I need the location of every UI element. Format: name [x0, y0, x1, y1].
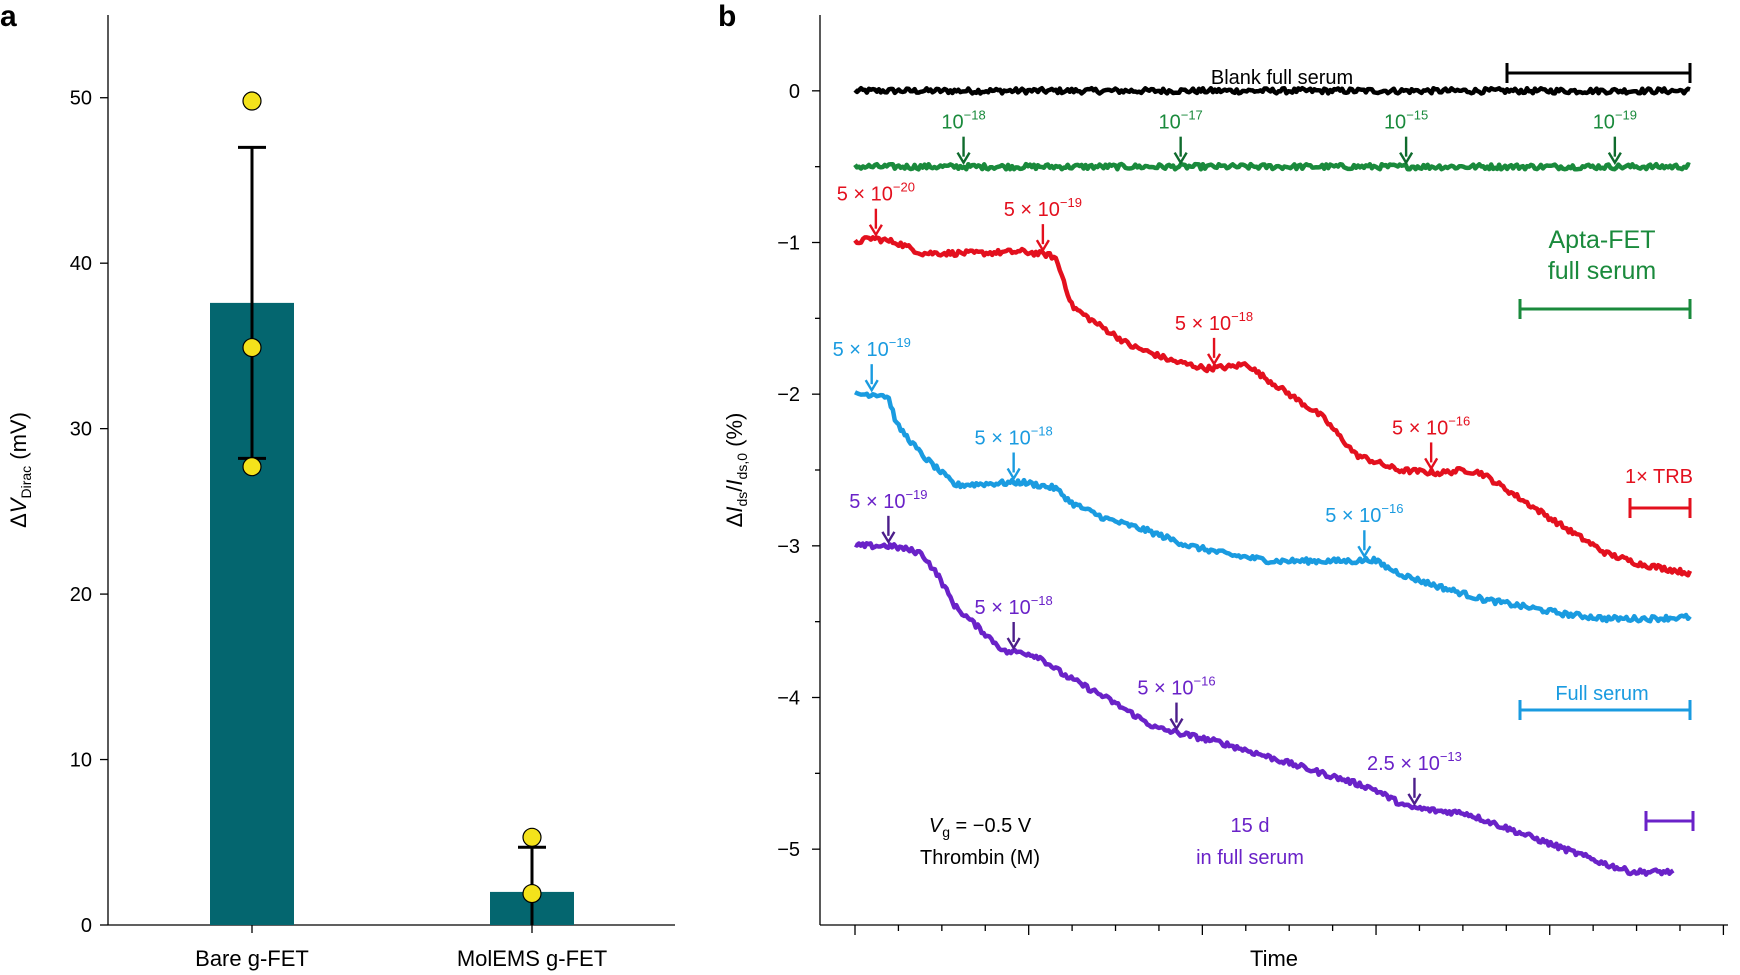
panel-a: a 0 10 20 30 40 50 Bare g-FET MolEMS g-FET ΔVD… [0, 0, 675, 971]
legend-full-serum: Full serum [1555, 683, 1648, 705]
data-point [242, 457, 262, 477]
panel-b-y-tick-label: −1 [777, 233, 800, 255]
data-point [522, 827, 542, 847]
annotation-label: 5 × 10−19 [1004, 195, 1082, 221]
series-line [853, 235, 1693, 578]
annotation-arrowhead [1407, 793, 1422, 807]
annotation-arrowhead [864, 379, 879, 393]
series-line [853, 390, 1692, 624]
panel-b-y-tick-label: −3 [777, 536, 800, 558]
annotation-label: 5 × 10−16 [1392, 413, 1470, 439]
legend-trb: 1× TRB [1625, 466, 1693, 488]
annotation-arrowhead [1035, 239, 1050, 253]
panel-a-points [242, 91, 542, 904]
legend-blank-full-serum: Blank full serum [1211, 67, 1353, 89]
annotation-arrowhead [1006, 637, 1021, 651]
panel-b-y-axis-label: ΔIds/Ids,0 (%) [722, 413, 750, 528]
panel-a-category-label: Bare g-FET [195, 946, 309, 971]
legend-15d-full-serum: in full serum [1196, 847, 1304, 869]
annotation-arrowhead [1169, 717, 1184, 731]
panel-a-y-ticks: 0 10 20 30 40 50 [70, 88, 108, 937]
annotation-label: 5 × 10−19 [849, 487, 927, 513]
annotation-label: 5 × 10−19 [833, 335, 911, 361]
panel-b: b 0 −1 −2 −3 −4 −5 10−18 10−17 10−15 10−19 5 × 10… [718, 0, 1728, 971]
annotation-arrowhead [1207, 353, 1222, 367]
annotation-label: 5 × 10−16 [1137, 674, 1215, 700]
panel-b-label: b [718, 0, 736, 33]
annotation-arrowhead [868, 224, 883, 238]
annotation-label: 5 × 10−16 [1325, 501, 1403, 527]
panel-a-label: a [0, 0, 17, 33]
annotation-arrowhead [956, 152, 971, 165]
annotation-label: 10−17 [1158, 108, 1202, 134]
panel-a-y-tick-label: 30 [70, 419, 92, 441]
panel-a-category-labels: Bare g-FET MolEMS g-FET [195, 925, 607, 971]
panel-b-y-tick-label: 0 [789, 81, 800, 103]
annotation-label: 10−19 [1593, 108, 1637, 134]
series-line [853, 161, 1691, 172]
panel-b-annotations: 10−18 10−17 10−15 10−19 5 × 10−20 5 × 10−19 5 … [833, 108, 1637, 807]
panel-a-y-tick-label: 10 [70, 750, 92, 772]
data-point [242, 337, 262, 358]
annotation-label: 5 × 10−18 [975, 424, 1053, 450]
annotation-arrowhead [1607, 152, 1622, 165]
panel-b-series [853, 85, 1693, 877]
annotation-arrowhead [1006, 467, 1021, 481]
condition-thrombin: Thrombin (M) [920, 847, 1040, 869]
panel-b-x-ticks [854, 925, 1725, 935]
annotation-arrowhead [1357, 545, 1372, 559]
annotation-arrowhead [1424, 457, 1439, 471]
annotation-label: 10−18 [941, 108, 985, 134]
legend-apta-fet: Apta-FET [1549, 226, 1656, 254]
panel-a-y-tick-label: 0 [81, 915, 92, 937]
annotation-arrowhead [1173, 152, 1188, 165]
legend-15d: 15 d [1231, 815, 1270, 837]
series-line [854, 541, 1675, 877]
annotation-arrowhead [1399, 152, 1414, 165]
panel-a-bars [210, 302, 574, 926]
panel-b-scale-bars [1505, 63, 1695, 831]
series-line [853, 85, 1691, 96]
panel-b-x-axis-label: Time [1250, 946, 1298, 971]
panel-b-y-ticks: 0 −1 −2 −3 −4 −5 [777, 81, 820, 861]
annotation-label: 5 × 10−20 [837, 180, 915, 206]
panel-a-y-tick-label: 40 [70, 253, 92, 275]
panel-a-y-axis-label: ΔVDirac (mV) [6, 412, 34, 528]
data-point [242, 91, 262, 111]
panel-a-y-tick-label: 50 [70, 88, 92, 110]
panel-b-y-tick-label: −4 [777, 688, 800, 710]
panel-a-category-label: MolEMS g-FET [457, 946, 607, 971]
panel-b-y-tick-label: −2 [777, 384, 800, 406]
annotation-label: 2.5 × 10−13 [1367, 749, 1462, 775]
data-point [522, 883, 542, 904]
panel-a-y-tick-label: 20 [70, 584, 92, 606]
annotation-label: 10−15 [1384, 108, 1428, 134]
legend-apta-full-serum: full serum [1548, 257, 1656, 285]
annotation-arrowhead [881, 531, 896, 545]
condition-vg: Vg = −0.5 V [929, 815, 1032, 840]
annotation-label: 5 × 10−18 [975, 593, 1053, 619]
panel-b-y-tick-label: −5 [777, 839, 800, 861]
annotation-label: 5 × 10−18 [1175, 309, 1253, 335]
